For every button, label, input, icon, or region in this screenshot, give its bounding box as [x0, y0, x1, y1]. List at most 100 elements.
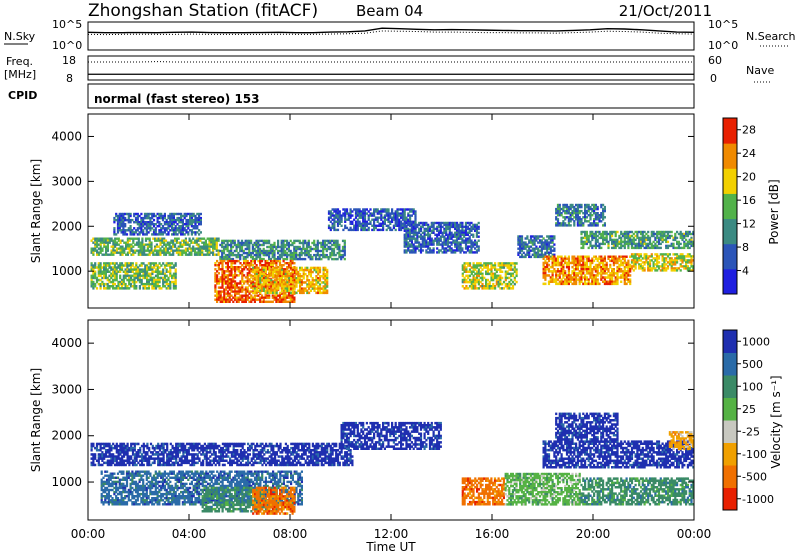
echo-region-12 — [403, 221, 480, 254]
nave-label: Nave — [746, 64, 774, 77]
nsky-label: N.Sky — [4, 30, 36, 43]
power-panel: 1000 2000 3000 4000 Slant Range [km] — [29, 113, 695, 309]
nsky-tick-bottom: 10^0 — [52, 39, 82, 52]
colorbar-segment — [723, 218, 737, 245]
echo-region-1 — [219, 239, 346, 261]
time-axis-label: Time UT — [365, 540, 416, 554]
colorbar-tick-label: 12 — [742, 218, 756, 231]
ytick-label: 2000 — [51, 429, 82, 443]
freq-tick-bottom: 8 — [66, 72, 73, 85]
xtick-label: 16:00 — [475, 527, 510, 541]
colorbar-tick-label: 1000 — [742, 335, 770, 348]
colorbar-segment — [723, 268, 737, 295]
colorbar-tick-label: 20 — [742, 171, 756, 184]
ytick-label: 1000 — [51, 475, 82, 489]
ytick-label: 2000 — [51, 219, 82, 233]
echo-region-8 — [517, 235, 556, 259]
colorbar-segment — [723, 352, 737, 376]
echo-region-3 — [252, 486, 296, 515]
xtick-label: 00:00 — [71, 527, 106, 541]
xtick-label: 08:00 — [273, 527, 308, 541]
ytick-label: 3000 — [51, 174, 82, 188]
echo-region-4 — [252, 266, 329, 295]
colorbar-tick-label: -100 — [742, 448, 767, 461]
colorbar-tick-label: 25 — [742, 403, 756, 416]
echo-region-0 — [90, 237, 220, 256]
nave-tick-bottom: 0 — [710, 72, 717, 85]
cpid-text: normal (fast stereo) 153 — [94, 92, 260, 106]
power-colorbar: 4 8 12 16 20 24 28 — [722, 117, 756, 295]
ytick-label: 4000 — [51, 129, 82, 143]
colorbar-segment — [723, 465, 737, 488]
echo-region-13 — [555, 203, 606, 227]
freq-tick-top: 18 — [62, 54, 76, 67]
colorbar-segment — [723, 397, 737, 421]
colorbar-tick-label: 4 — [742, 265, 749, 278]
nsky-panel: N.Sky 10^5 10^0 10^5 10^0 N.Search — [4, 18, 796, 52]
nsky-line — [87, 27, 695, 34]
echo-region-6 — [504, 472, 581, 506]
freq-unit: [MHz] — [4, 68, 36, 81]
colorbar-segment — [723, 330, 737, 353]
xtick-label: 04:00 — [172, 527, 207, 541]
echo-region-9 — [542, 255, 632, 286]
velocity-colorbar-label: Velocity [m s⁻¹] — [769, 375, 783, 468]
echo-region-5 — [113, 212, 202, 236]
colorbar-tick-label: 28 — [742, 124, 756, 137]
xtick-label: 00:00 — [677, 527, 712, 541]
ytick-label: 3000 — [51, 382, 82, 396]
ytick-label: 1000 — [51, 264, 82, 278]
echo-region-6 — [327, 208, 417, 232]
colorbar-segment — [723, 118, 737, 144]
echo-region-7 — [580, 477, 695, 506]
echo-region-9 — [555, 412, 619, 441]
nsearch-label: N.Search — [746, 30, 796, 43]
colorbar-segment — [723, 193, 737, 220]
nsky-tick-top: 10^5 — [52, 18, 82, 31]
colorbar-tick-label: 8 — [742, 241, 749, 254]
colorbar-tick-label: 500 — [742, 358, 763, 371]
colorbar-segment — [723, 143, 737, 169]
echo-region-11 — [580, 230, 695, 250]
echo-region-8 — [542, 440, 695, 469]
echo-region-2 — [90, 262, 177, 290]
cpid-panel: CPID normal (fast stereo) 153 — [8, 83, 695, 109]
freq-label: Freq. — [6, 55, 33, 68]
colorbar-segment — [723, 442, 737, 466]
echo-region-7 — [461, 262, 518, 290]
colorbar-tick-label: 100 — [742, 380, 763, 393]
cpid-label: CPID — [8, 89, 37, 102]
colorbar-segment — [723, 243, 737, 270]
ytick-label: 4000 — [51, 336, 82, 350]
colorbar-tick-label: -500 — [742, 470, 767, 483]
echo-region-1 — [100, 470, 303, 506]
nsearch-line — [87, 30, 695, 36]
colorbar-tick-label: -25 — [742, 425, 760, 438]
colorbar-segment — [723, 168, 737, 194]
date-label: 21/Oct/2011 — [619, 2, 712, 20]
beam-label: Beam 04 — [356, 2, 423, 20]
echo-region-10 — [668, 431, 695, 451]
colorbar-tick-label: 16 — [742, 194, 756, 207]
nsearch-tick-bottom: 10^0 — [708, 39, 738, 52]
velocity-panel: 1000 2000 3000 4000 00:00 04:00 08:00 12:00 16:… — [29, 114, 711, 554]
colorbar-tick-label: -1000 — [742, 493, 774, 506]
colorbar-segment — [723, 487, 737, 511]
freq-panel: Freq. [MHz] 18 8 60 0 Nave — [4, 54, 774, 85]
nave-tick-top: 60 — [708, 54, 722, 67]
colorbar-tick-label: 24 — [742, 147, 756, 160]
velocity-colorbar: 1000 500 100 25 -25 -100 -500 -1000 — [722, 329, 774, 511]
colorbar-segment — [723, 375, 737, 398]
velocity-ylabel: Slant Range [km] — [29, 368, 43, 472]
colorbar-segment — [723, 420, 737, 443]
echo-region-4 — [340, 421, 442, 450]
power-ylabel: Slant Range [km] — [29, 159, 43, 263]
power-colorbar-label: Power [dB] — [767, 179, 781, 244]
station-title: Zhongshan Station (fitACF) — [88, 1, 318, 21]
xtick-label: 12:00 — [374, 527, 409, 541]
echo-region-5 — [461, 477, 505, 506]
nsearch-tick-top: 10^5 — [708, 18, 738, 31]
echo-region-10 — [630, 253, 695, 272]
xtick-label: 20:00 — [576, 527, 611, 541]
